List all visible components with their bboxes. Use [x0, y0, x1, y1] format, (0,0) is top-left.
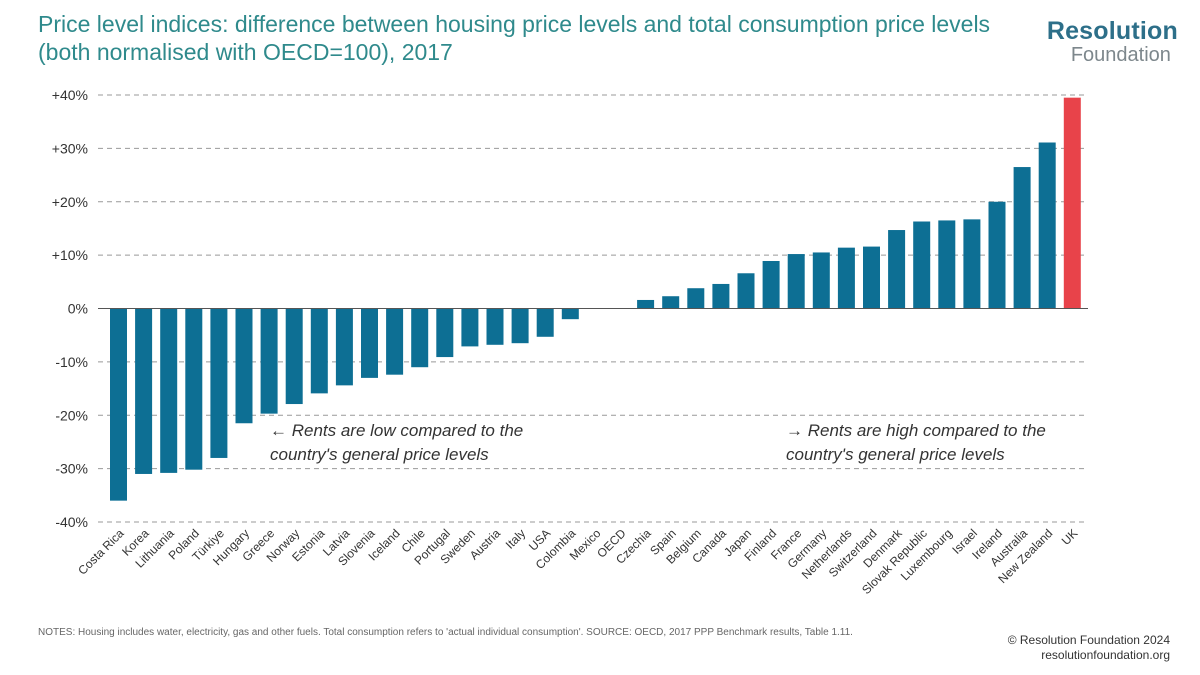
bar	[210, 308, 228, 458]
bar	[135, 308, 153, 474]
bar	[536, 308, 554, 337]
annotation-high-line1: → Rents are high compared to the	[786, 421, 1046, 440]
website-text: resolutionfoundation.org	[1041, 648, 1170, 662]
bar	[837, 247, 855, 309]
bar	[1013, 167, 1031, 309]
annotation-low-line1: ← Rents are low compared to the	[270, 421, 523, 440]
y-tick-label: -20%	[55, 407, 88, 423]
bar	[737, 273, 755, 309]
bar	[310, 308, 328, 394]
bar	[235, 308, 253, 424]
y-tick-label: +20%	[52, 194, 88, 210]
bar	[1063, 97, 1081, 309]
x-tick-label: UK	[1059, 526, 1081, 548]
copyright-text: © Resolution Foundation 2024	[1007, 633, 1170, 647]
bar	[486, 308, 504, 345]
y-axis-ticks: +40% +30% +20% +10% 0% -10% -20% -30% -40%	[52, 87, 88, 530]
bar	[712, 283, 730, 309]
logo-line2: Foundation	[1070, 44, 1171, 66]
credit-block: © Resolution Foundation 2024 resolutionf…	[1008, 633, 1170, 663]
x-tick-label: Costa Rica	[75, 526, 127, 578]
bar	[386, 308, 404, 375]
bar	[185, 308, 203, 470]
bar	[913, 221, 931, 309]
y-tick-label: -10%	[55, 354, 88, 370]
bar	[812, 252, 830, 309]
annotations: ← Rents are low compared to the country'…	[270, 421, 1046, 464]
x-tick-label: Italy	[503, 526, 528, 551]
bar	[1038, 142, 1056, 309]
annotation-high-line2: country's general price levels	[786, 445, 1005, 464]
y-tick-label: -30%	[55, 461, 88, 477]
y-tick-label: +40%	[52, 87, 88, 103]
bar	[361, 308, 378, 378]
bar	[988, 201, 1006, 309]
x-axis-labels: Costa RicaKoreaLithuaniaPolandTürkiyeHun…	[75, 526, 1080, 597]
bar	[335, 308, 353, 386]
bar	[888, 230, 906, 309]
chart-title: Price level indices: difference between …	[38, 11, 991, 65]
bar	[863, 246, 880, 309]
bar	[687, 288, 705, 309]
bar	[787, 254, 805, 309]
bar	[938, 220, 956, 309]
bar	[662, 296, 680, 309]
bar	[461, 308, 479, 347]
bar	[561, 308, 579, 320]
y-tick-label: +30%	[52, 140, 88, 156]
y-tick-label: 0%	[68, 301, 88, 317]
bar	[436, 308, 454, 358]
bar	[160, 308, 178, 473]
logo-line1: Resolution	[1046, 17, 1178, 45]
notes-source: NOTES: Housing includes water, electrici…	[38, 627, 853, 638]
y-tick-label: -40%	[55, 514, 88, 530]
bar	[963, 219, 981, 309]
y-tick-label: +10%	[52, 247, 88, 263]
bar	[411, 308, 429, 368]
bar	[110, 308, 127, 501]
bar	[260, 308, 278, 414]
bar	[762, 260, 780, 309]
bar	[285, 308, 303, 405]
bar	[511, 308, 529, 344]
annotation-low-line2: country's general price levels	[270, 445, 489, 464]
bars	[110, 97, 1081, 501]
resolution-foundation-logo: Resolution Foundation	[1047, 18, 1178, 66]
bar	[637, 299, 655, 309]
